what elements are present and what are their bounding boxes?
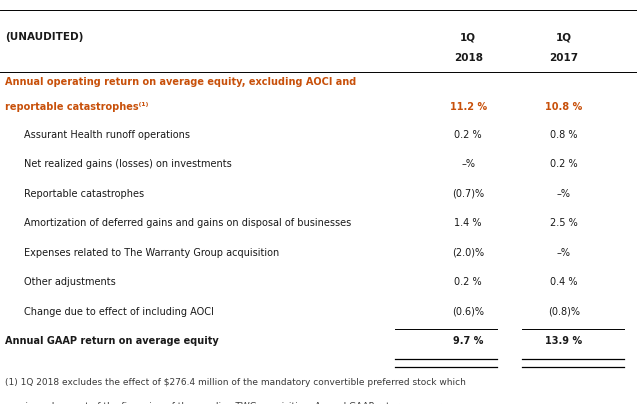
Text: 13.9 %: 13.9 % [545,336,582,346]
Text: 1Q: 1Q [555,32,572,42]
Text: Assurant Health runoff operations: Assurant Health runoff operations [24,130,190,140]
Text: Amortization of deferred gains and gains on disposal of businesses: Amortization of deferred gains and gains… [24,218,352,228]
Text: Other adjustments: Other adjustments [24,277,116,287]
Text: Annual operating return on average equity, excluding AOCI and: Annual operating return on average equit… [5,77,356,87]
Text: –%: –% [557,248,571,258]
Text: (2.0)%: (2.0)% [452,248,484,258]
Text: 0.2 %: 0.2 % [550,159,578,169]
Text: Reportable catastrophes: Reportable catastrophes [24,189,145,199]
Text: 2018: 2018 [454,53,483,63]
Text: 0.8 %: 0.8 % [550,130,578,140]
Text: 11.2 %: 11.2 % [450,102,487,112]
Text: 2017: 2017 [549,53,578,63]
Text: –%: –% [461,159,475,169]
Text: Change due to effect of including AOCI: Change due to effect of including AOCI [24,307,214,317]
Text: Net realized gains (losses) on investments: Net realized gains (losses) on investmen… [24,159,232,169]
Text: 9.7 %: 9.7 % [453,336,483,346]
Text: 10.8 %: 10.8 % [545,102,582,112]
Text: –%: –% [557,189,571,199]
Text: 2.5 %: 2.5 % [550,218,578,228]
Text: was issued as part of the financing of the pending TWG acquisition. Annual GAAP : was issued as part of the financing of t… [5,402,459,404]
Text: (0.7)%: (0.7)% [452,189,484,199]
Text: 1Q: 1Q [460,32,476,42]
Text: 0.2 %: 0.2 % [454,130,482,140]
Text: 1.4 %: 1.4 % [454,218,482,228]
Text: Annual GAAP return on average equity: Annual GAAP return on average equity [5,336,219,346]
Text: reportable catastrophes⁽¹⁾: reportable catastrophes⁽¹⁾ [5,102,148,112]
Text: Expenses related to The Warranty Group acquisition: Expenses related to The Warranty Group a… [24,248,280,258]
Text: (1) 1Q 2018 excludes the effect of $276.4 million of the mandatory convertible p: (1) 1Q 2018 excludes the effect of $276.… [5,378,466,387]
Text: (0.6)%: (0.6)% [452,307,484,317]
Text: (0.8)%: (0.8)% [548,307,580,317]
Text: 0.4 %: 0.4 % [550,277,578,287]
Text: (UNAUDITED): (UNAUDITED) [5,32,83,42]
Text: 0.2 %: 0.2 % [454,277,482,287]
